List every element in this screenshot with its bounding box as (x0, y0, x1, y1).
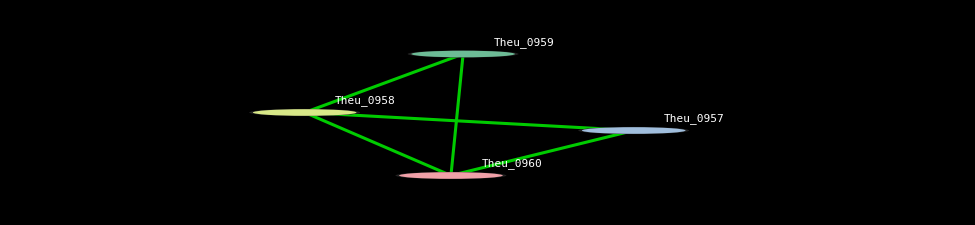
Text: Theu_0959: Theu_0959 (493, 37, 555, 48)
Ellipse shape (396, 172, 506, 179)
Ellipse shape (578, 127, 689, 134)
Ellipse shape (250, 109, 360, 116)
Text: Theu_0958: Theu_0958 (335, 95, 396, 106)
Ellipse shape (408, 50, 519, 58)
Text: Theu_0957: Theu_0957 (664, 113, 725, 124)
Ellipse shape (582, 127, 685, 134)
Ellipse shape (411, 51, 515, 57)
Ellipse shape (399, 172, 503, 179)
Ellipse shape (253, 109, 357, 116)
Text: Theu_0960: Theu_0960 (482, 158, 542, 169)
